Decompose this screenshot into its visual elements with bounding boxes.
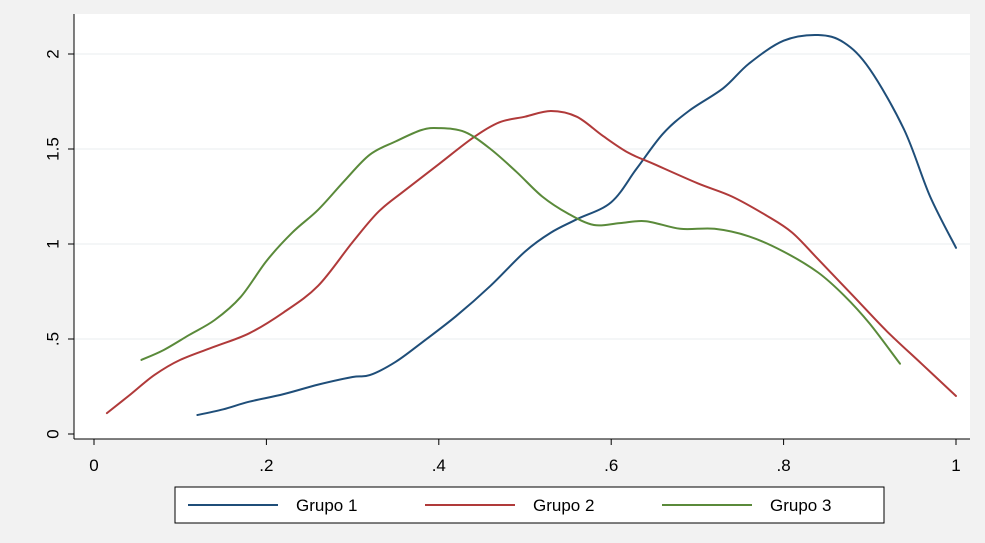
y-tick-label: 2 [43, 49, 62, 58]
legend-label-grupo-3: Grupo 3 [770, 496, 831, 515]
y-tick-label: 1.5 [43, 137, 62, 161]
x-tick-label: 0 [89, 456, 98, 475]
series-line-grupo-2 [105, 110, 957, 415]
legend-box [174, 486, 885, 524]
grid-lines [74, 53, 970, 340]
legend-label-grupo-2: Grupo 2 [533, 496, 594, 515]
x-tick-label: .6 [604, 456, 618, 475]
legend-label-grupo-1: Grupo 1 [296, 496, 357, 515]
x-tick-label: .8 [777, 456, 791, 475]
axes: 0 .5 1 1.5 2 0 .2 .4 .6 .8 1 [43, 14, 970, 475]
y-tick-label: .5 [43, 332, 62, 346]
series-line-grupo-3 [140, 126, 901, 365]
series-lines [105, 33, 957, 416]
y-tick-label: 0 [43, 429, 62, 438]
x-tick-label: 1 [951, 456, 960, 475]
plot-area-background [74, 14, 970, 439]
legend: Grupo 1 Grupo 2 Grupo 3 [174, 486, 885, 524]
x-tick-label: .4 [432, 456, 446, 475]
x-tick-label: .2 [259, 456, 273, 475]
y-tick-label: 1 [43, 239, 62, 248]
